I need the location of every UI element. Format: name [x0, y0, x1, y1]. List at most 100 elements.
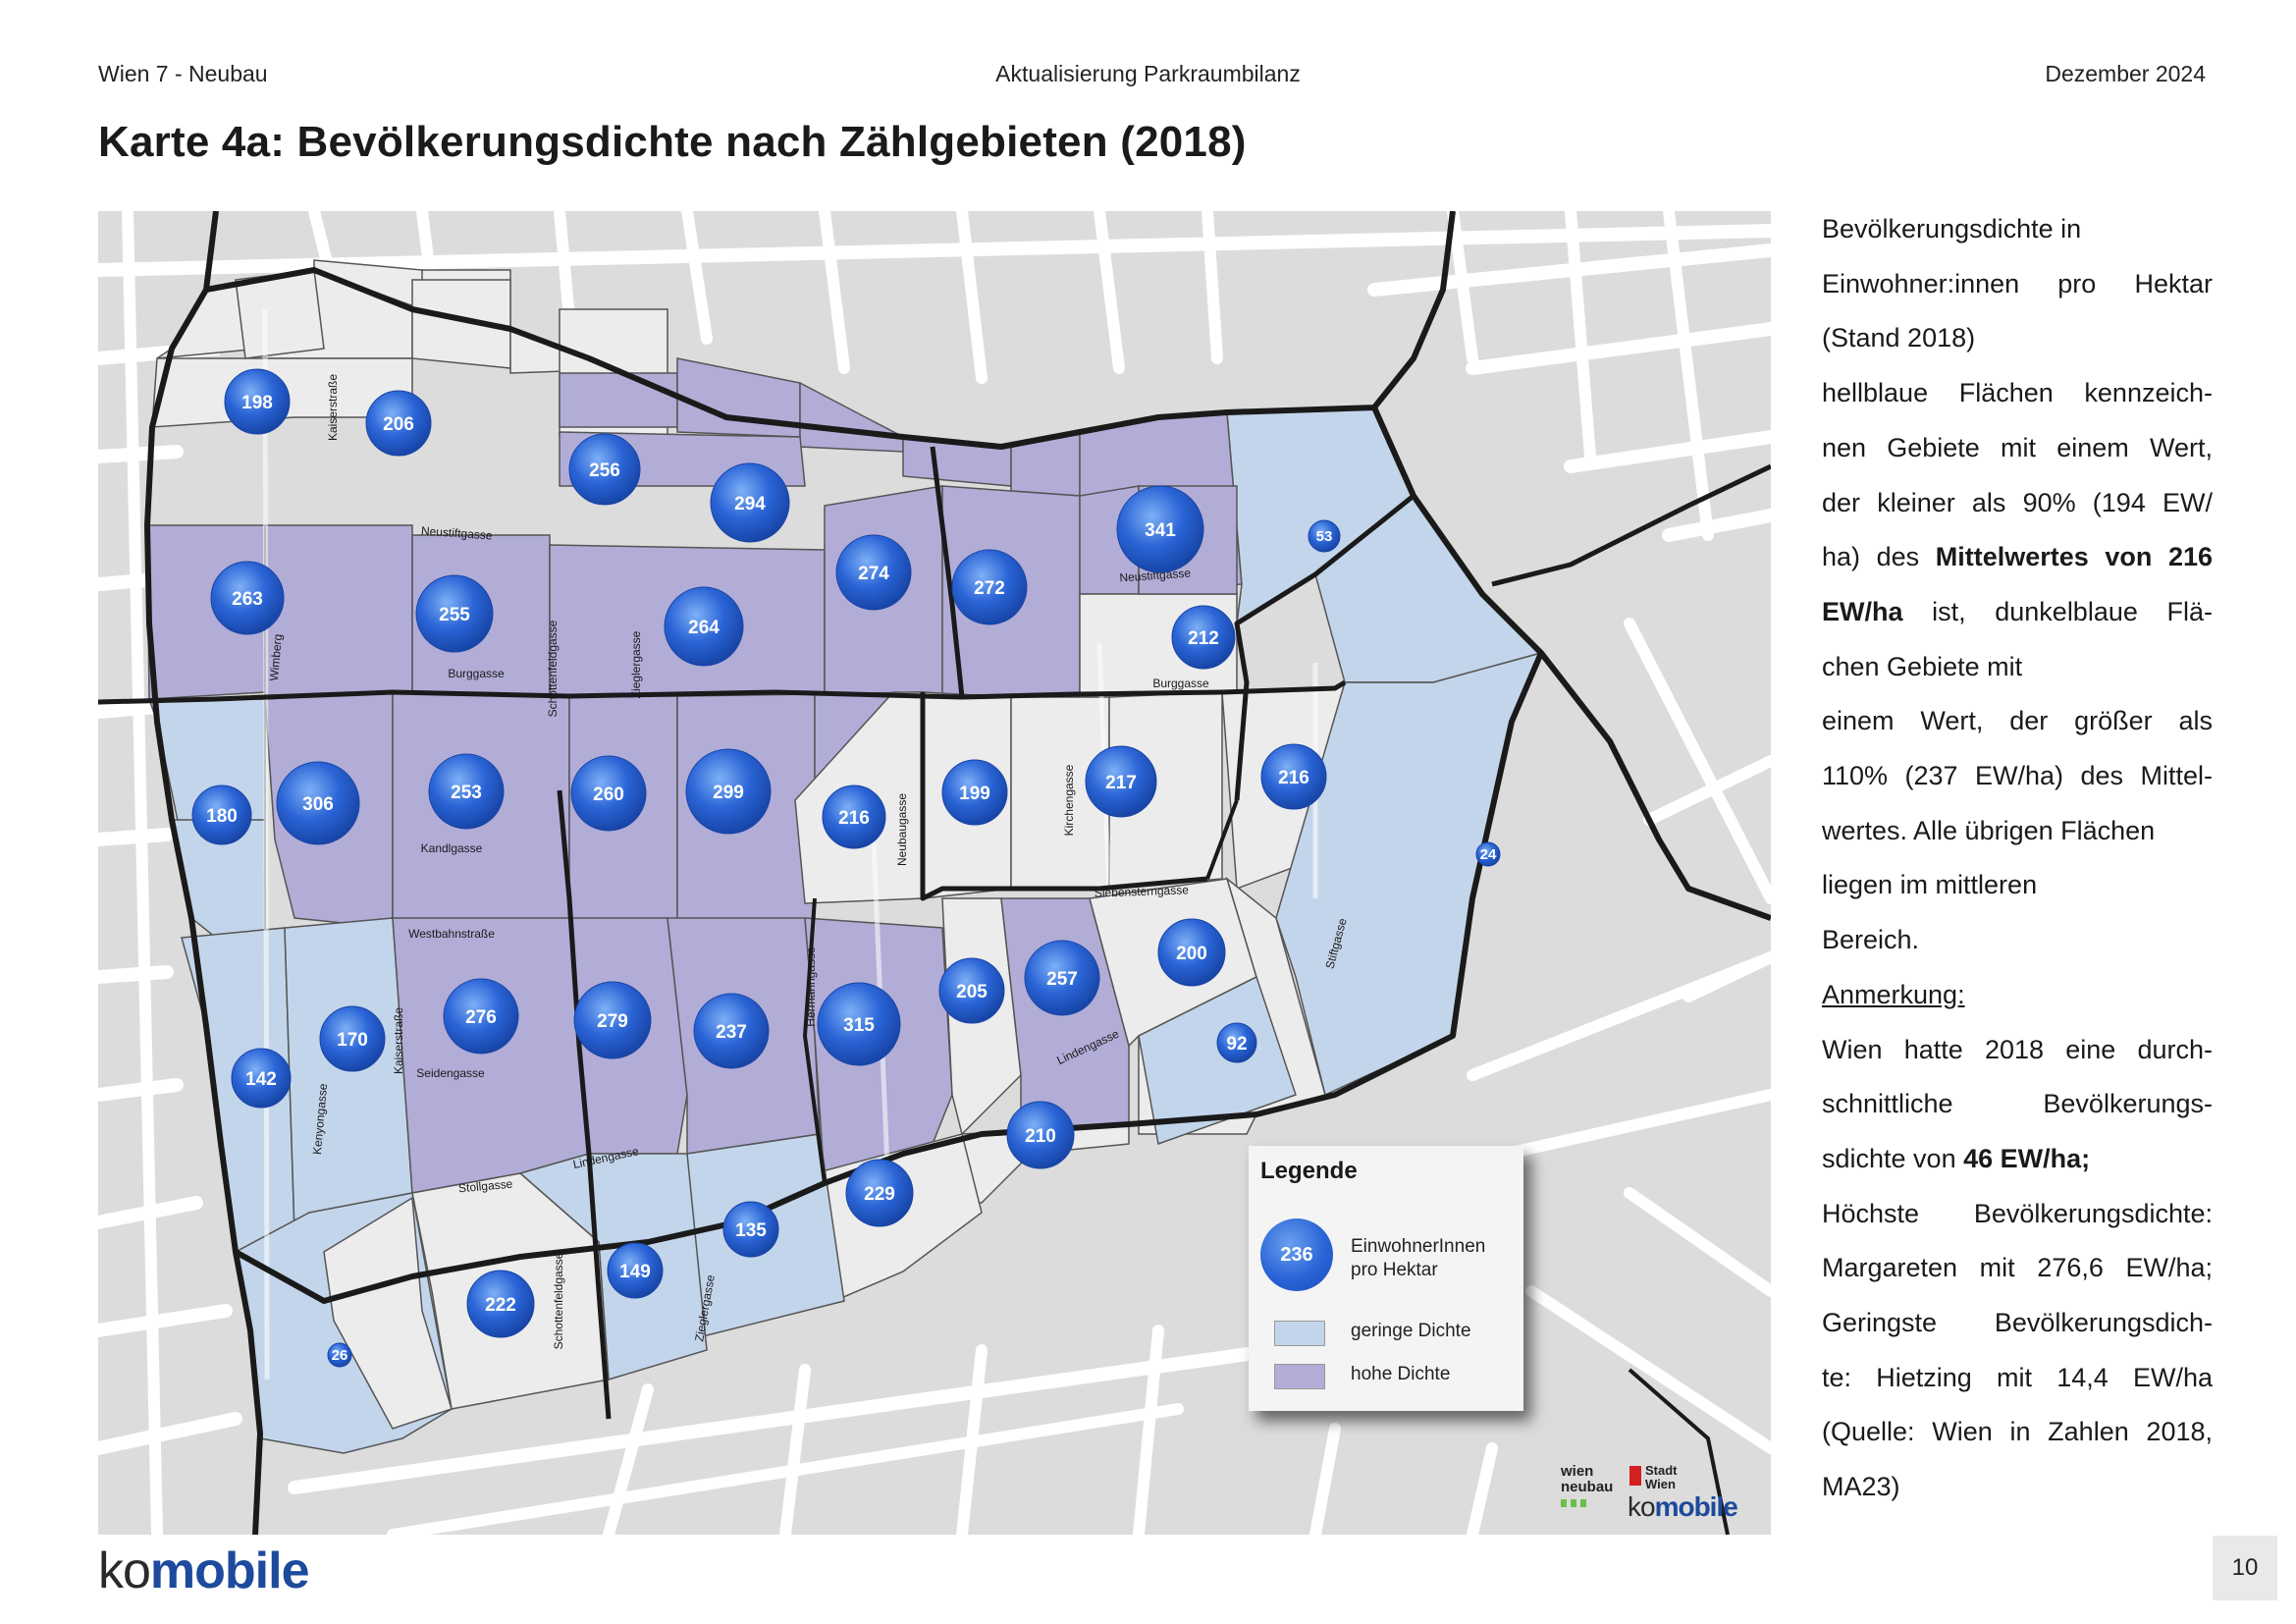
density-bubble-circle [607, 1242, 664, 1299]
legend-bubble-label-line2: pro Hektar [1351, 1260, 1438, 1280]
street-label: Kandlgasse [421, 841, 483, 855]
header-document-title: Aktualisierung Parkraumbilanz [995, 61, 1301, 86]
density-bubble-value: 149 [619, 1262, 651, 1282]
sidebar-mean-value: Mittelwertes von 216 [1935, 542, 2213, 572]
background-streets [98, 211, 1771, 1535]
density-bubble: 217 [1085, 745, 1157, 818]
density-bubble-circle [327, 1342, 352, 1368]
density-bubble-value: 142 [245, 1069, 277, 1090]
density-value-bubbles: 198 206 256 294 341 53 263 255 264 274 272 212 180 30… [191, 368, 1501, 1368]
street-label: Kenyongasse [310, 1083, 330, 1156]
density-bubble: 263 [210, 561, 285, 635]
sidebar-vienna-average: 46 EW/ha; [1963, 1143, 2091, 1173]
map-logos: wien neubau Stadt Wien komobile [1561, 1464, 1757, 1523]
density-bubble-circle [1157, 918, 1226, 987]
density-bubble: 92 [1216, 1022, 1257, 1063]
sidebar-line: sdichte von 46 EW/ha; [1822, 1132, 2213, 1187]
legend-low-label: geringe Dichte [1351, 1321, 1471, 1341]
density-bubble-value: 229 [864, 1184, 895, 1205]
density-bubble-value: 217 [1105, 773, 1137, 793]
sidebar-line: Bevölkerungsdichte in [1822, 214, 2082, 244]
density-bubble-value: 216 [838, 808, 870, 829]
density-bubble-value: 263 [232, 589, 263, 610]
density-bubble-circle [466, 1270, 535, 1338]
density-bubble-circle [276, 761, 360, 845]
density-bubble-circle [443, 978, 519, 1055]
density-bubble: 253 [428, 753, 505, 830]
density-bubble-value: 237 [716, 1022, 747, 1043]
density-bubble-circle [938, 957, 1005, 1024]
street-label: Seidengasse [416, 1066, 485, 1080]
density-bubble-value: 272 [974, 578, 1005, 599]
wien-neubau-logo: wien neubau [1561, 1464, 1620, 1507]
komobile-map-logo: komobile [1628, 1491, 1738, 1523]
street-label: Burggasse [448, 667, 505, 680]
density-bubble: 142 [231, 1048, 292, 1109]
density-bubble: 149 [607, 1242, 664, 1299]
sidebar-mean-unit: EW/ha [1822, 596, 1903, 626]
density-bubble-circle [822, 785, 886, 849]
density-bubble: 341 [1116, 485, 1204, 573]
street-label: Wimberg [267, 633, 285, 681]
density-bubble-value: 315 [843, 1015, 875, 1036]
sidebar-line: Margareten mit 276,6 EW/ha; [1822, 1253, 2213, 1283]
sidebar-line: der kleiner als 90% (194 EW/ [1822, 487, 2213, 517]
density-bubble-value: 264 [688, 618, 720, 638]
density-bubble-circle [845, 1159, 914, 1227]
density-zone [392, 917, 590, 1194]
sidebar-line: chen Gebiete mit [1822, 651, 2023, 681]
stadt-wien-logo: Stadt Wien [1629, 1464, 1678, 1491]
sidebar-text: ha) des [1822, 542, 1936, 572]
density-bubble-value: 206 [383, 414, 414, 435]
density-bubble-value: 306 [302, 794, 334, 815]
density-bubble-value: 255 [439, 605, 470, 625]
density-bubble: 170 [319, 1005, 386, 1072]
density-bubble-value: 24 [1480, 846, 1497, 863]
density-bubble-circle [693, 993, 770, 1069]
density-bubble-circle [1475, 841, 1501, 867]
density-bubble: 222 [466, 1270, 535, 1338]
density-bubble: 205 [938, 957, 1005, 1024]
density-bubble-circle [710, 462, 790, 543]
density-bubble-value: 257 [1046, 969, 1078, 990]
density-bubble-value: 200 [1176, 944, 1207, 964]
street-label: Schottenfeldgasse [546, 620, 560, 717]
density-bubble: 299 [685, 748, 772, 835]
density-bubble-value: 210 [1025, 1126, 1056, 1147]
density-bubble-value: 260 [593, 785, 624, 805]
header-district: Wien 7 - Neubau [98, 61, 268, 86]
sidebar-line: EW/ha ist, dunkelblaue Flä- [1822, 585, 2213, 640]
legend-title: Legende [1260, 1158, 1358, 1184]
map-canvas: KaiserstraßeNeustiftgasseNeustiftgasseWi… [98, 211, 1771, 1535]
sidebar-line: te: Hietzing mit 14,4 EW/ha [1822, 1362, 2213, 1392]
density-bubble: 216 [822, 785, 886, 849]
sidebar-line: hellblaue Flächen kennzeich- [1822, 378, 2213, 408]
sidebar-line: ha) des Mittelwertes von 216 [1822, 530, 2213, 585]
density-bubble: 135 [722, 1201, 779, 1258]
density-bubble: 53 [1308, 519, 1341, 553]
density-bubble-circle [1216, 1022, 1257, 1063]
komobile-logo: komobile [98, 1542, 309, 1600]
komobile-logo-ko: ko [98, 1543, 151, 1599]
density-bubble: 279 [573, 981, 652, 1059]
density-bubble: 237 [693, 993, 770, 1069]
density-zone [264, 524, 413, 697]
density-bubble-circle [1116, 485, 1204, 573]
density-bubble-circle [568, 433, 641, 506]
street-label: Schottenfeldgasse [552, 1252, 565, 1349]
density-bubble: 216 [1260, 743, 1327, 810]
density-zone [1138, 975, 1297, 1146]
density-bubble-value: 180 [206, 806, 238, 827]
density-bubble-circle [1006, 1101, 1075, 1169]
district-boundaries [98, 211, 1771, 1535]
komobile-logo-mobile: mobile [149, 1543, 310, 1599]
page-number: 10 [2213, 1536, 2277, 1600]
legend-bubble-label-line1: EinwohnerInnen [1351, 1236, 1486, 1257]
density-bubble-circle [1260, 743, 1327, 810]
density-bubble-circle [415, 574, 494, 653]
sidebar-text: ist, dunkelblaue Flä- [1902, 596, 2213, 626]
density-bubble: 257 [1024, 940, 1100, 1016]
sidebar-line: (Quelle: Wien in Zahlen 2018, [1822, 1417, 2213, 1447]
density-bubble-circle [1171, 605, 1236, 670]
legend-bubble: 236 [1260, 1218, 1333, 1291]
